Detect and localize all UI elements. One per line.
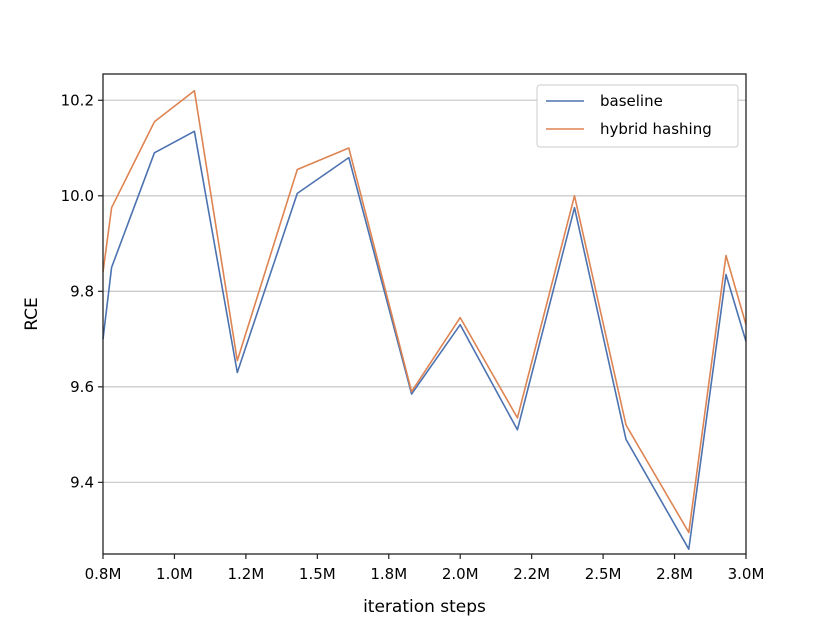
y-tick-label: 10.2 (61, 91, 94, 109)
y-tick-label: 9.8 (70, 282, 94, 300)
x-tick-label: 3.0M (728, 565, 765, 583)
legend: baseline hybrid hashing (536, 84, 739, 148)
x-tick-label: 1.2M (227, 565, 264, 583)
x-axis-ticks: 0.8M 1.0M 1.2M 1.5M 1.8M 2.0M 2.2M 2.5M 2.8M 3.0M (85, 554, 765, 583)
y-axis-ticks: 9.4 9.6 9.8 10.0 10.2 (61, 91, 103, 491)
x-tick-label: 0.8M (85, 565, 122, 583)
y-axis-title: RCE (22, 297, 42, 331)
series-line-0 (102, 130, 747, 551)
y-tick-label: 9.6 (70, 378, 94, 396)
x-tick-label: 2.0M (442, 565, 479, 583)
gridlines (103, 99, 746, 484)
x-tick-label: 2.8M (656, 565, 693, 583)
legend-label-0: baseline (600, 92, 663, 110)
legend-box (536, 84, 739, 148)
x-tick-label: 1.5M (299, 565, 336, 583)
x-tick-label: 2.5M (585, 565, 622, 583)
series-line-1 (102, 89, 747, 534)
y-tick-label: 9.4 (70, 473, 94, 491)
x-axis-title: iteration steps (363, 597, 486, 617)
x-tick-label: 1.8M (370, 565, 407, 583)
plot-frame (102, 73, 747, 555)
x-tick-label: 2.2M (513, 565, 550, 583)
y-tick-label: 10.0 (61, 187, 94, 205)
legend-label-1: hybrid hashing (600, 120, 712, 138)
series-lines (102, 89, 747, 551)
x-tick-label: 1.0M (156, 565, 193, 583)
